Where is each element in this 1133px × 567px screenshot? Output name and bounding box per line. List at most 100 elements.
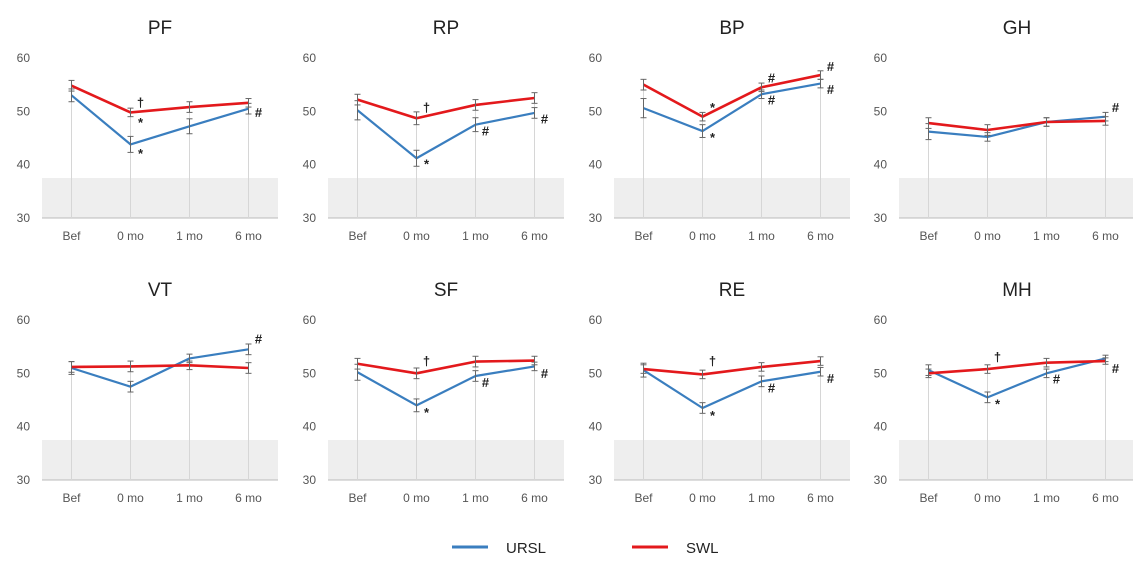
significance-marker: # (482, 375, 490, 390)
x-tick-label: 1 mo (462, 491, 489, 505)
significance-marker: # (255, 105, 263, 120)
series-line-swl (642, 73, 821, 118)
y-tick-label: 30 (303, 473, 317, 487)
error-bar-ursl (413, 398, 420, 413)
error-bar-swl (758, 362, 765, 372)
significance-marker: † (709, 354, 716, 369)
x-tick-label: Bef (62, 491, 81, 505)
error-bar-ursl (640, 98, 647, 119)
series-line-ursl (70, 94, 249, 146)
error-bar-swl (699, 111, 706, 122)
y-tick-label: 30 (303, 211, 317, 225)
significance-marker: * (710, 100, 716, 115)
shaded-band (614, 178, 850, 218)
y-tick-label: 40 (589, 420, 603, 434)
y-tick-label: 40 (303, 420, 317, 434)
series-line-ursl (928, 357, 1106, 399)
error-bar-swl (925, 368, 932, 379)
shaded-band (614, 440, 850, 480)
error-bar-swl (186, 101, 193, 113)
significance-marker: # (827, 371, 835, 386)
panel-title: SF (434, 280, 458, 301)
significance-marker: # (768, 380, 776, 395)
error-bar-swl (354, 357, 361, 370)
y-tick-label: 60 (303, 51, 317, 65)
y-tick-label: 40 (589, 158, 603, 172)
shaded-band (899, 178, 1133, 218)
significance-marker: * (710, 408, 716, 423)
significance-marker: † (423, 354, 430, 369)
shaded-band (42, 178, 278, 218)
error-bar-swl (984, 364, 991, 374)
x-tick-label: 6 mo (521, 491, 548, 505)
significance-marker: * (138, 115, 144, 130)
significance-marker: † (994, 349, 1001, 364)
error-bar-ursl (127, 380, 134, 393)
error-bar-swl (413, 111, 420, 126)
series-line-ursl (928, 115, 1106, 139)
y-tick-label: 50 (874, 366, 888, 380)
legend-item-ursl: URSL (452, 540, 546, 557)
significance-marker: # (768, 93, 776, 108)
significance-marker: # (1112, 361, 1120, 376)
x-tick-label: Bef (348, 491, 367, 505)
y-tick-label: 60 (303, 313, 317, 327)
significance-marker: # (827, 59, 835, 74)
significance-marker: † (137, 95, 144, 110)
error-bar-swl (531, 92, 538, 104)
y-tick-label: 40 (303, 158, 317, 172)
x-tick-label: 1 mo (1033, 229, 1060, 243)
error-bar-swl (472, 355, 479, 368)
y-tick-label: 50 (874, 104, 888, 118)
x-tick-label: 1 mo (176, 491, 203, 505)
error-bar-swl (758, 82, 765, 93)
panel-title: VT (148, 280, 173, 301)
y-tick-label: 30 (874, 473, 888, 487)
series-line-swl (71, 364, 249, 370)
error-bar-ursl (472, 117, 479, 133)
x-tick-label: Bef (634, 229, 653, 243)
error-bar-swl (699, 369, 706, 380)
y-tick-label: 60 (17, 313, 31, 327)
error-bar-ursl (984, 391, 991, 404)
x-tick-label: 1 mo (748, 491, 775, 505)
shaded-band (899, 440, 1133, 480)
x-tick-label: 1 mo (176, 229, 203, 243)
significance-marker: # (482, 124, 490, 139)
series-line-ursl (71, 348, 249, 388)
shaded-band (42, 440, 278, 480)
error-bar-swl (354, 93, 361, 106)
error-bar-swl (817, 356, 824, 366)
significance-marker: † (423, 100, 430, 115)
series-line-ursl (356, 365, 535, 407)
significance-marker: # (541, 111, 549, 126)
error-bar-ursl (186, 118, 193, 135)
error-bar-swl (413, 367, 420, 380)
error-bar-swl (1102, 357, 1109, 365)
x-tick-label: 0 mo (974, 491, 1001, 505)
y-tick-label: 50 (589, 366, 603, 380)
error-bar-swl (984, 124, 991, 136)
panel-title: RE (719, 280, 745, 301)
error-bar-swl (245, 98, 252, 108)
y-tick-label: 40 (874, 158, 888, 172)
legend-item-swl: SWL (632, 540, 719, 557)
y-tick-label: 50 (303, 366, 317, 380)
y-tick-label: 60 (589, 313, 603, 327)
y-tick-label: 60 (874, 51, 888, 65)
x-tick-label: Bef (919, 229, 938, 243)
significance-marker: * (424, 157, 430, 172)
significance-marker: # (827, 82, 835, 97)
significance-marker: # (1112, 100, 1120, 115)
significance-marker: * (710, 130, 716, 145)
error-bar-swl (640, 78, 647, 91)
panel-mh: MH 30 40 50 60 Bef 0 mo 1 mo 6 mo † * # # (874, 280, 1133, 505)
significance-marker: # (255, 332, 263, 347)
significance-marker: # (541, 366, 549, 381)
error-bar-ursl (127, 135, 134, 153)
series-line-ursl (356, 109, 535, 160)
x-tick-label: Bef (919, 491, 938, 505)
x-tick-label: 0 mo (403, 491, 430, 505)
